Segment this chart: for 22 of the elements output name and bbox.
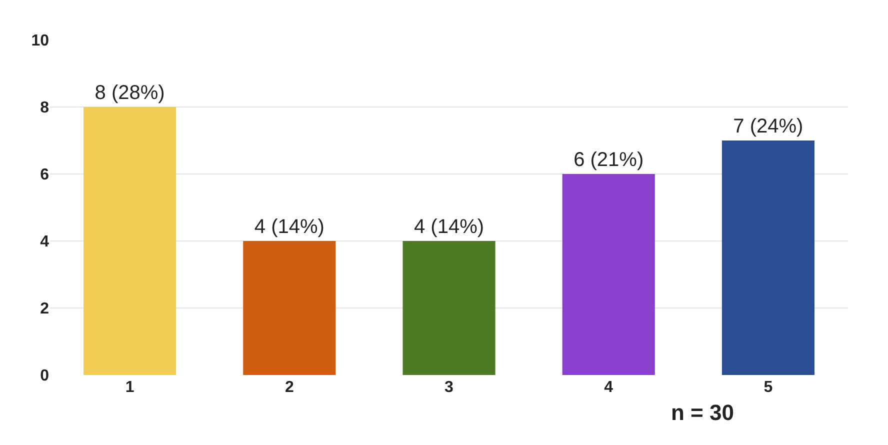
y-tick-label: 6 bbox=[40, 166, 50, 184]
data-label: 4 (14%) bbox=[414, 216, 484, 238]
data-label: 6 (21%) bbox=[574, 149, 644, 171]
x-tick-label: 5 bbox=[764, 379, 773, 396]
bar bbox=[402, 241, 496, 375]
y-tick-label: 10 bbox=[31, 32, 50, 50]
bar bbox=[84, 107, 176, 375]
x-tick-label: 3 bbox=[444, 379, 454, 396]
bar bbox=[722, 140, 814, 375]
y-tick-label: 4 bbox=[40, 234, 50, 251]
data-label: 7 (24%) bbox=[733, 116, 804, 138]
bar bbox=[243, 241, 336, 375]
x-tick-label: 2 bbox=[284, 379, 294, 396]
y-tick-label: 0 bbox=[40, 368, 50, 385]
data-label: 4 (14%) bbox=[254, 216, 324, 238]
y-tick-label: 2 bbox=[40, 300, 50, 318]
text: n = 30 bbox=[671, 400, 734, 425]
x-tick-label: 4 bbox=[604, 379, 614, 396]
data-label: 8 (28%) bbox=[94, 82, 165, 104]
y-tick-label: 8 bbox=[40, 100, 50, 117]
x-tick-label: 1 bbox=[125, 379, 134, 396]
bar bbox=[562, 174, 655, 375]
